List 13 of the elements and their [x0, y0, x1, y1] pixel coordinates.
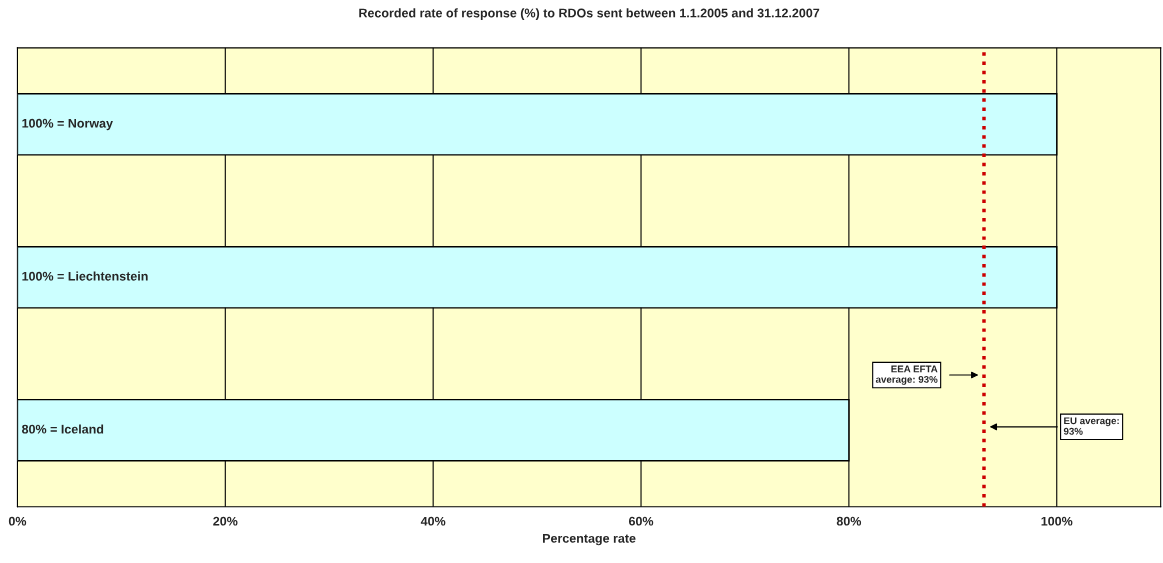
x-tick-label: 40%: [420, 516, 446, 526]
data-label: 100% = Liechtenstein: [22, 271, 148, 281]
x-tick-label: 60%: [628, 516, 654, 526]
annotation: EU average: 93%: [1063, 417, 1119, 435]
data-label: 80% = Iceland: [22, 424, 104, 434]
x-axis-title: Percentage rate: [543, 534, 636, 546]
x-tick-label: 100%: [1041, 516, 1073, 526]
chart-title: Recorded rate of response (%) to RDOs sent between 1.1.2005 and 31.12.2007: [359, 8, 820, 20]
x-tick-label: 20%: [213, 516, 238, 526]
x-tick-label: 80%: [836, 516, 862, 526]
data-label: 100% = Norway: [22, 118, 113, 131]
x-tick-label: 0%: [8, 516, 27, 526]
annotation: EEA EFTA average: 93%: [875, 365, 938, 385]
